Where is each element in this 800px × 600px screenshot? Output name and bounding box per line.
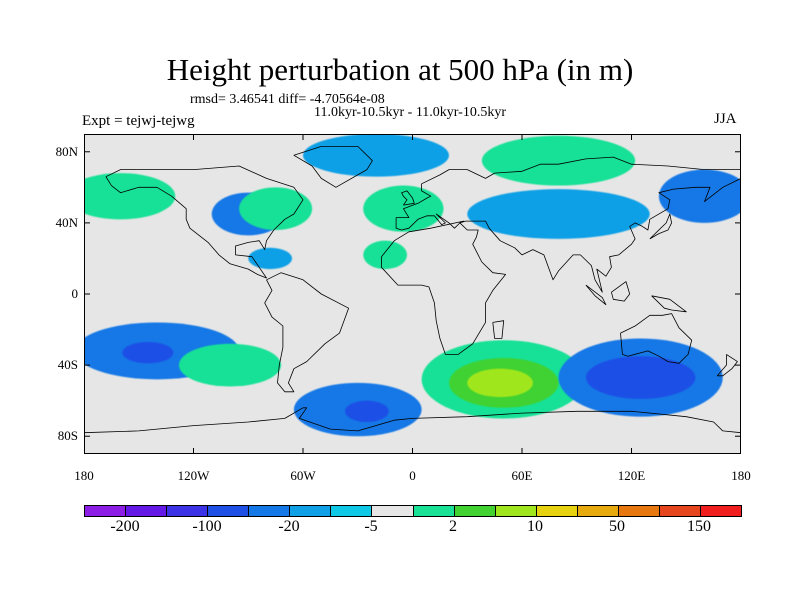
contour-region-siberia-ridge xyxy=(481,135,636,186)
plot-title: Height perturbation at 500 hPa (in m) xyxy=(166,52,634,87)
coastline-australia xyxy=(620,313,693,364)
legend-label: 150 xyxy=(687,518,711,535)
contour-region-s-america-ridge xyxy=(178,343,282,387)
legend-swatch xyxy=(208,506,250,516)
contour-region-s-pacific-core xyxy=(122,342,174,364)
contour-region-n-pacific-ridge xyxy=(84,173,176,220)
coastline-new-guinea xyxy=(651,295,687,313)
lon-tick-label: 120W xyxy=(177,468,210,483)
legend-label: 10 xyxy=(527,518,543,535)
legend-swatch xyxy=(249,506,291,516)
contour-fill-layer xyxy=(84,134,741,437)
contour-region-n-pacific-east-low xyxy=(658,169,741,223)
experiment-label: Expt = tejwj-tejwg xyxy=(82,113,195,129)
period-label: 11.0kyr-10.5kyr - 11.0kyr-10.5kyr xyxy=(313,105,507,120)
coastline-madagascar xyxy=(492,320,505,339)
contour-region-n-america-ridge xyxy=(239,187,313,230)
coastline-north-america xyxy=(105,165,304,279)
contour-region-caribbean-low xyxy=(248,247,293,270)
lon-tick-label: 120E xyxy=(617,468,646,483)
legend-swatch xyxy=(290,506,332,516)
coastline-africa-eurasia xyxy=(381,156,741,355)
legend-swatch xyxy=(536,506,578,516)
season-label: JJA xyxy=(714,111,737,127)
legend-swatch xyxy=(167,506,209,516)
tick-layer xyxy=(84,134,741,454)
lat-tick-label: 40N xyxy=(55,214,78,230)
legend-label: -20 xyxy=(278,518,300,535)
coastline-new-zealand xyxy=(716,354,738,377)
lat-tick-label: 80N xyxy=(55,143,78,159)
lat-tick-label: 0 xyxy=(71,286,79,301)
coastline-layer xyxy=(84,145,741,434)
coastline-greenland xyxy=(293,145,373,188)
coastline-borneo xyxy=(611,281,631,302)
legend-swatch xyxy=(126,506,168,516)
stats-label: rmsd= 3.46541 diff= -4.70564e-08 xyxy=(190,92,385,107)
legend-label: 2 xyxy=(449,518,457,535)
coastline-antarctica xyxy=(84,407,741,434)
lon-tick-label: 180 xyxy=(731,468,751,483)
coastline-uk xyxy=(401,190,415,206)
lat-tick-label: 80S xyxy=(57,428,78,444)
coastline-japan xyxy=(649,213,672,240)
contour-region-arctic-low xyxy=(303,134,449,177)
coastline-sumatra xyxy=(585,284,607,306)
legend-swatch xyxy=(454,506,496,516)
legend-swatch xyxy=(700,506,741,516)
legend-label: -200 xyxy=(110,518,140,535)
legend-label: -5 xyxy=(364,518,378,535)
legend-swatch xyxy=(659,506,701,516)
lon-tick-label: 60E xyxy=(511,468,533,483)
lat-tick-label: 40S xyxy=(57,357,78,373)
legend-swatch xyxy=(577,506,619,516)
legend-swatch xyxy=(413,506,455,516)
color-legend xyxy=(84,505,742,517)
legend-swatch xyxy=(495,506,537,516)
contour-region-s-atlantic-core xyxy=(344,400,389,423)
legend-label: 50 xyxy=(609,518,625,535)
legend-swatch xyxy=(331,506,373,516)
legend-label: -100 xyxy=(192,518,222,535)
contour-region-sahara-ridge xyxy=(363,240,408,270)
contour-region-central-asia-low xyxy=(467,189,650,239)
legend-swatch xyxy=(85,506,127,516)
map-panel xyxy=(84,134,741,454)
lon-tick-label: 60W xyxy=(290,468,316,483)
lon-tick-label: 0 xyxy=(409,468,416,483)
legend-swatch xyxy=(372,506,414,516)
contour-region-s-australia-core xyxy=(585,356,696,399)
coastline-south-america xyxy=(264,272,350,393)
lon-tick-label: 180 xyxy=(74,468,94,483)
legend-swatch xyxy=(618,506,660,516)
map-canvas xyxy=(84,134,741,454)
contour-region-indian-ocean-peak xyxy=(467,368,533,398)
